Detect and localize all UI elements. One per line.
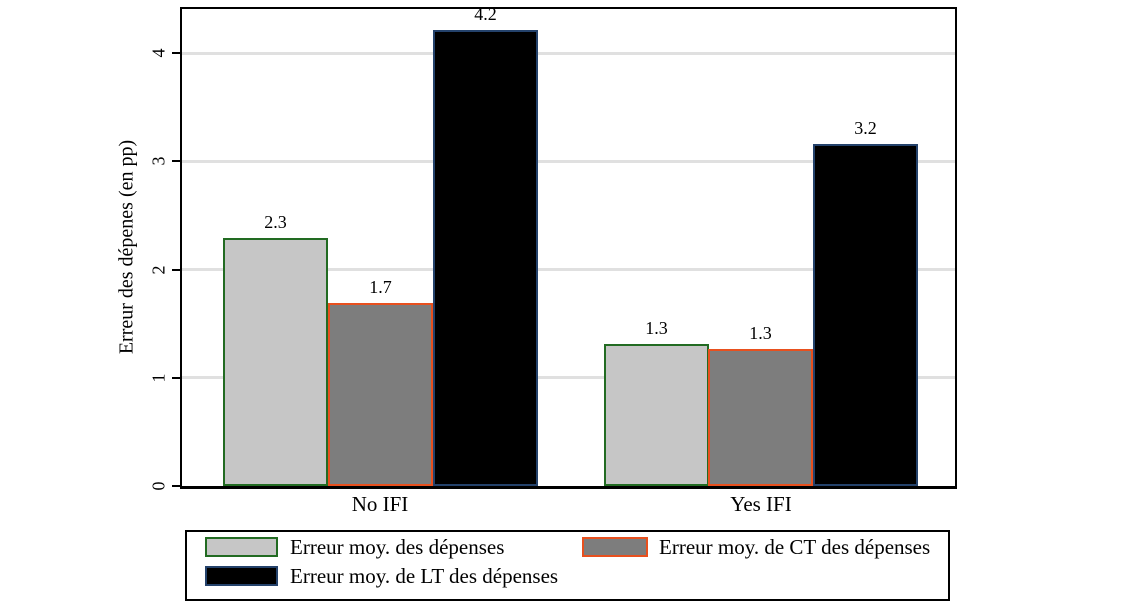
y-tick-mark-3 — [172, 160, 180, 163]
legend-swatch-series-1 — [205, 537, 278, 557]
bar-value-label: 1.7 — [369, 277, 392, 298]
bar-no-ifi-series-3 — [433, 30, 538, 486]
y-tick-label-4: 4 — [148, 48, 169, 58]
y-tick-label-2: 2 — [148, 265, 169, 274]
bar-value-label: 1.3 — [749, 322, 772, 343]
bar-value-label: 4.2 — [474, 4, 497, 25]
legend-swatch-series-2 — [582, 537, 648, 557]
bar-yes-ifi-series-3 — [813, 143, 918, 486]
legend-label-series-1: Erreur moy. des dépenses — [290, 535, 505, 559]
y-tick-mark-0 — [172, 485, 180, 487]
legend-swatch-series-3 — [205, 566, 278, 586]
y-tick-mark-1 — [172, 376, 180, 379]
bar-value-label: 1.3 — [645, 318, 668, 339]
bar-no-ifi-series-2 — [328, 303, 433, 486]
bar-no-ifi-series-1 — [223, 238, 328, 486]
x-category-label-yes-ifi: Yes IFI — [730, 492, 792, 516]
bar-yes-ifi-series-2 — [708, 348, 813, 486]
y-tick-mark-4 — [172, 52, 180, 54]
legend-box — [185, 530, 950, 601]
y-tick-label-0: 0 — [148, 481, 169, 491]
plot-area: 2.3 1.7 4.2 1.3 1.3 3.2 — [180, 4, 957, 489]
bar-yes-ifi-series-1 — [604, 344, 709, 486]
legend-label-series-2: Erreur moy. de CT des dépenses — [659, 535, 931, 559]
gridline-y-4 — [182, 51, 955, 55]
gridline-y-2 — [182, 268, 955, 271]
y-tick-label-1: 1 — [148, 373, 169, 383]
x-category-label-no-ifi: No IFI — [351, 492, 409, 516]
y-tick-mark-2 — [172, 268, 180, 271]
gridline-y-3 — [182, 159, 955, 163]
bar-value-label: 3.2 — [854, 117, 877, 138]
y-tick-label-3: 3 — [148, 156, 169, 166]
legend-label-series-3: Erreur moy. de LT des dépenses — [290, 564, 559, 588]
y-axis-title: Erreur des dépenes (en pp) — [115, 139, 138, 355]
gridline-y-1 — [182, 376, 955, 380]
bar-value-label: 2.3 — [264, 212, 287, 233]
